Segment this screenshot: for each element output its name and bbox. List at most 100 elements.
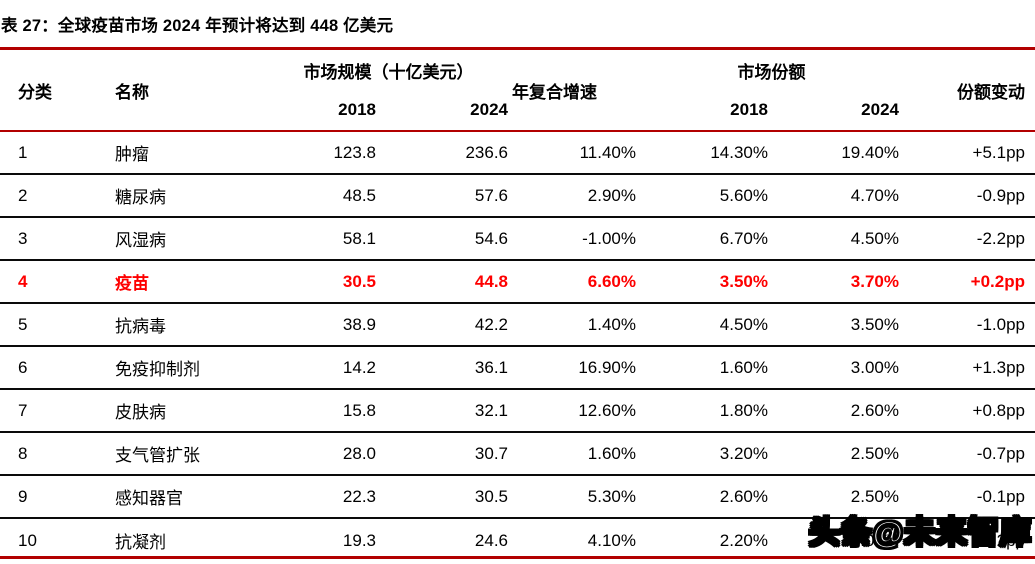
cell-cagr: 11.40% xyxy=(579,142,636,162)
cell-cagr: 12.60% xyxy=(578,400,636,420)
cell-category-no: 2 xyxy=(18,185,28,205)
cell-share-change: -0.1pp xyxy=(976,486,1025,506)
cell-name: 皮肤病 xyxy=(115,403,166,422)
header-name: 名称 xyxy=(115,82,149,102)
table-row: 9 感知器官 22.3 30.5 5.30% 2.60% 2.50% -0.1p… xyxy=(0,476,1035,519)
cell-share-change: +0.2pp xyxy=(970,271,1025,291)
cell-size-2024: 44.8 xyxy=(474,271,508,291)
cell-category-no: 9 xyxy=(18,486,28,506)
cell-share-2024: 3.00% xyxy=(850,357,899,377)
cell-size-2018: 30.5 xyxy=(342,271,376,291)
header-share-group: 市场份额 xyxy=(737,62,806,82)
table-row: 6 免疫抑制剂 14.2 36.1 16.90% 1.60% 3.00% +1.… xyxy=(0,347,1035,390)
cell-name: 疫苗 xyxy=(115,274,149,293)
table-row: 7 皮肤病 15.8 32.1 12.60% 1.80% 2.60% +0.8p… xyxy=(0,390,1035,433)
title-divider xyxy=(0,47,1035,50)
cell-name: 抗凝剂 xyxy=(115,533,166,552)
cell-share-2018: 1.80% xyxy=(719,400,768,420)
cell-cagr: 6.60% xyxy=(587,271,636,291)
header-share-change: 份额变动 xyxy=(957,82,1025,102)
cell-cagr: 1.60% xyxy=(587,443,636,463)
header-cagr-line2: 增速 xyxy=(563,82,597,102)
cell-share-2018: 4.50% xyxy=(719,314,768,334)
cell-cagr: 5.30% xyxy=(587,486,636,506)
cell-cagr: -1.00% xyxy=(582,228,636,248)
cell-cagr: 2.90% xyxy=(587,185,636,205)
cell-cagr: 16.90% xyxy=(578,357,636,377)
table-body: 1 肿瘤 123.8 236.6 11.40% 14.30% 19.40% +5… xyxy=(0,132,1035,562)
cell-share-change: -1.0pp xyxy=(976,314,1025,334)
cell-category-no: 5 xyxy=(18,314,28,334)
header-category: 分类 xyxy=(18,82,52,102)
cell-share-change: +1.3pp xyxy=(972,357,1025,377)
cell-share-2024: 2.00% xyxy=(850,530,899,550)
cell-share-2018: 2.20% xyxy=(719,530,768,550)
header-share-2018: 2018 xyxy=(730,100,768,119)
table-row: 8 支气管扩张 28.0 30.7 1.60% 3.20% 2.50% -0.7… xyxy=(0,433,1035,476)
cell-share-change: -2.2pp xyxy=(976,228,1025,248)
table-row: 4 疫苗 30.5 44.8 6.60% 3.50% 3.70% +0.2pp xyxy=(0,261,1035,304)
table-row: 5 抗病毒 38.9 42.2 1.40% 4.50% 3.50% -1.0pp xyxy=(0,304,1035,347)
cell-category-no: 4 xyxy=(18,271,28,291)
table-bottom-divider xyxy=(0,556,1035,559)
cell-size-2024: 57.6 xyxy=(474,185,508,205)
cell-category-no: 1 xyxy=(18,142,28,162)
cell-size-2018: 19.3 xyxy=(342,530,376,550)
cell-size-2018: 38.9 xyxy=(342,314,376,334)
cell-share-2018: 6.70% xyxy=(719,228,768,248)
table-row: 2 糖尿病 48.5 57.6 2.90% 5.60% 4.70% -0.9pp xyxy=(0,175,1035,218)
table-title-row: 表 27：全球疫苗市场 2024 年预计将达到 448 亿美元 xyxy=(0,0,1035,47)
cell-name: 支气管扩张 xyxy=(115,446,200,465)
cell-size-2024: 32.1 xyxy=(474,400,508,420)
table-row: 10 抗凝剂 19.3 24.6 4.10% 2.20% 2.00% -0.2p… xyxy=(0,519,1035,562)
cell-size-2024: 24.6 xyxy=(474,530,508,550)
table-title: 表 27：全球疫苗市场 2024 年预计将达到 448 亿美元 xyxy=(1,16,394,35)
cell-share-2024: 2.50% xyxy=(850,486,899,506)
cell-share-2018: 14.30% xyxy=(710,142,768,162)
cell-share-change: -0.9pp xyxy=(976,185,1025,205)
cell-share-2018: 3.20% xyxy=(719,443,768,463)
table-row: 1 肿瘤 123.8 236.6 11.40% 14.30% 19.40% +5… xyxy=(0,132,1035,175)
header-market-size-group: 市场规模（十亿美元） xyxy=(303,62,474,82)
cell-name: 肿瘤 xyxy=(115,145,149,164)
cell-share-2018: 5.60% xyxy=(719,185,768,205)
cell-size-2018: 22.3 xyxy=(342,486,376,506)
header-share-2024: 2024 xyxy=(861,100,899,119)
cell-size-2024: 30.5 xyxy=(474,486,508,506)
cell-name: 免疫抑制剂 xyxy=(115,360,200,379)
cell-category-no: 7 xyxy=(18,400,28,420)
header-cagr-line1: 年复合 xyxy=(512,82,563,102)
cell-category-no: 8 xyxy=(18,443,28,463)
cell-share-change: -0.2pp xyxy=(976,530,1025,550)
cell-share-change: -0.7pp xyxy=(976,443,1025,463)
cell-size-2024: 30.7 xyxy=(474,443,508,463)
cell-share-2018: 3.50% xyxy=(719,271,768,291)
header-cagr: 年复合 增速 xyxy=(512,50,640,130)
cell-name: 抗病毒 xyxy=(115,317,166,336)
cell-share-2024: 19.40% xyxy=(841,142,899,162)
cell-name: 风湿病 xyxy=(115,231,166,250)
cell-size-2018: 123.8 xyxy=(333,142,376,162)
cell-name: 糖尿病 xyxy=(115,188,166,207)
table-row: 3 风湿病 58.1 54.6 -1.00% 6.70% 4.50% -2.2p… xyxy=(0,218,1035,261)
cell-share-change: +5.1pp xyxy=(972,142,1025,162)
header-market-size-2018: 2018 xyxy=(338,100,376,119)
cell-share-2024: 4.50% xyxy=(850,228,899,248)
cell-size-2018: 48.5 xyxy=(342,185,376,205)
cell-share-2024: 3.70% xyxy=(850,271,899,291)
cell-size-2018: 28.0 xyxy=(342,443,376,463)
cell-size-2024: 236.6 xyxy=(465,142,508,162)
table-header: 分类 名称 市场规模（十亿美元） 2018 2024 年复合 增速 市场份额 2… xyxy=(0,50,1035,130)
cell-size-2018: 14.2 xyxy=(342,357,376,377)
cell-share-2024: 2.60% xyxy=(850,400,899,420)
cell-category-no: 3 xyxy=(18,228,28,248)
cell-share-2018: 2.60% xyxy=(719,486,768,506)
cell-share-change: +0.8pp xyxy=(972,400,1025,420)
cell-cagr: 4.10% xyxy=(587,530,636,550)
header-market-size-2024: 2024 xyxy=(470,100,508,119)
cell-name: 感知器官 xyxy=(115,489,183,508)
cell-share-2024: 2.50% xyxy=(850,443,899,463)
cell-category-no: 10 xyxy=(18,530,37,550)
cell-share-2018: 1.60% xyxy=(719,357,768,377)
cell-category-no: 6 xyxy=(18,357,28,377)
